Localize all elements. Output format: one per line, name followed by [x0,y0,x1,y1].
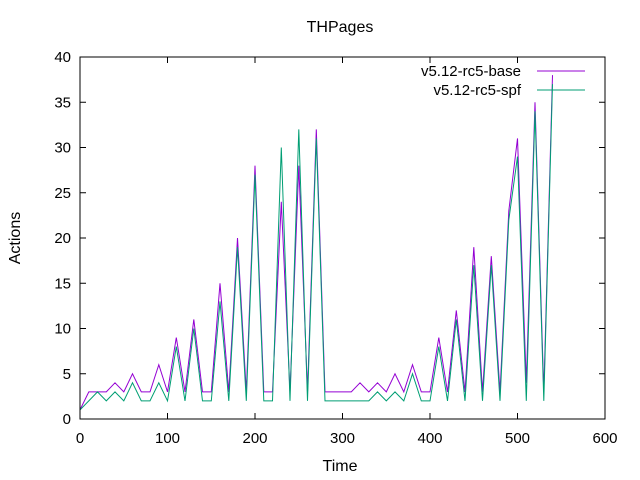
x-tick-label: 0 [76,430,84,447]
legend: v5.12-rc5-base v5.12-rc5-spf [421,63,585,99]
y-tick-label: 10 [54,321,71,338]
x-tick-label: 200 [242,430,267,447]
y-tick-label: 20 [54,230,71,247]
x-tick-label: 100 [155,430,180,447]
x-tick-label: 500 [505,430,530,447]
x-tick-label: 600 [592,430,617,447]
y-tick-label: 15 [54,275,71,292]
series-line-2 [79,84,553,411]
legend-label-2: v5.12-rc5-spf [433,82,521,99]
y-tick-label: 0 [63,411,71,428]
y-tick-label: 30 [54,140,71,157]
x-axis-title: Time [323,458,358,475]
x-tick-label: 300 [330,430,355,447]
y-tick-label: 5 [63,366,71,383]
x-tick-label: 400 [417,430,442,447]
legend-label-1: v5.12-rc5-base [421,63,521,80]
series-line-1 [79,75,553,411]
y-tick-label: 40 [54,49,71,66]
y-tick-label: 25 [54,185,71,202]
y-tick-label: 35 [54,94,71,111]
chart-title: THPages [307,19,374,36]
y-axis-title: Actions [7,212,24,264]
